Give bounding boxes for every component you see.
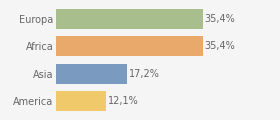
Bar xyxy=(56,9,202,29)
Bar xyxy=(56,36,202,56)
Bar xyxy=(56,91,106,111)
Bar xyxy=(56,64,127,84)
Text: 17,2%: 17,2% xyxy=(129,69,160,79)
Text: 35,4%: 35,4% xyxy=(204,41,235,51)
Text: 12,1%: 12,1% xyxy=(108,96,139,106)
Text: 35,4%: 35,4% xyxy=(204,14,235,24)
